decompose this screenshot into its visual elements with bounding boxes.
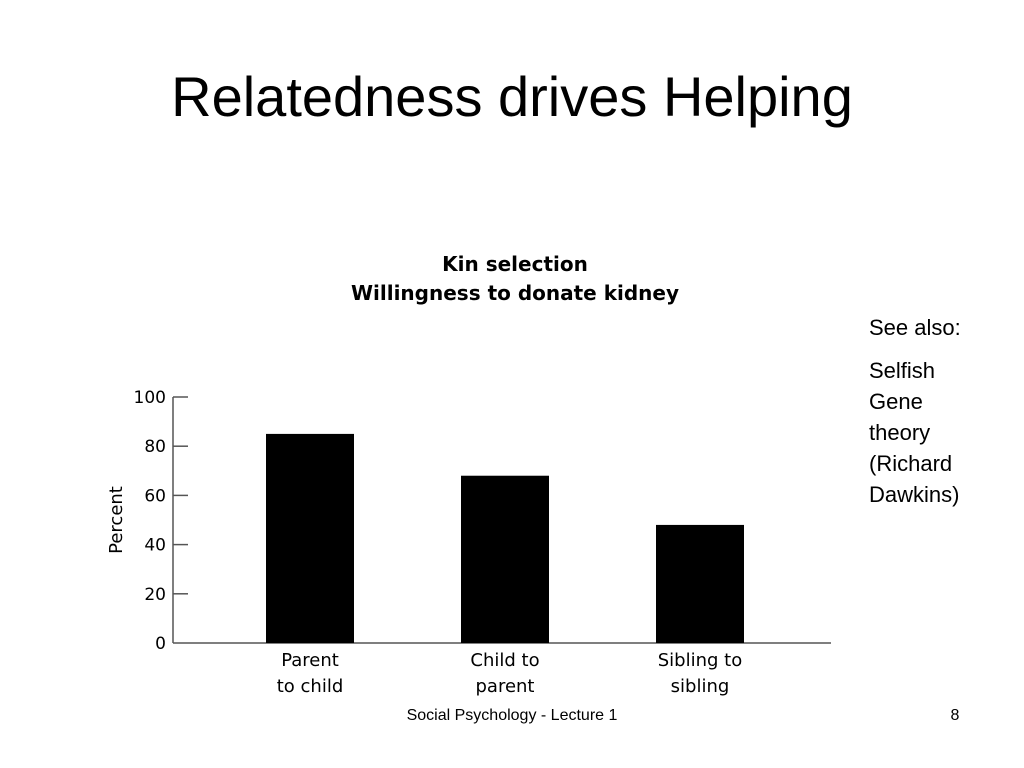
x-category-label: to child [277, 676, 344, 697]
see-also-line: Selfish [869, 358, 936, 383]
category-labels: Parent to child Child to parent Sibling to si… [277, 650, 743, 697]
y-ticks: 0 20 40 60 80 100 [134, 388, 188, 654]
bar [461, 475, 549, 643]
slide-title: Relatedness drives Helping [171, 65, 853, 128]
x-category-label: Sibling to [658, 650, 742, 671]
see-also-line: Gene [869, 389, 923, 414]
x-category-label: Parent [281, 650, 339, 671]
x-category-label: sibling [671, 676, 730, 697]
y-tick-label: 60 [144, 486, 166, 506]
y-tick-label: 100 [134, 388, 166, 408]
see-also-line: theory [869, 420, 931, 445]
bar [266, 433, 354, 643]
chart-title: Kin selection Willingness to donate kidn… [300, 250, 730, 308]
chart-title-line1: Kin selection [442, 252, 588, 276]
y-tick-label: 40 [144, 536, 166, 556]
page-number: 8 [950, 707, 960, 724]
footer-text: Social Psychology - Lecture 1 [406, 707, 618, 724]
bar [656, 524, 744, 643]
see-also-note: See also: Selfish Gene theory (Richard D… [869, 312, 961, 510]
y-tick-label: 20 [144, 585, 166, 605]
y-tick-label: 80 [144, 437, 166, 457]
see-also-line: Dawkins) [869, 482, 960, 507]
y-axis-label: Percent [106, 486, 127, 554]
chart-title-line2: Willingness to donate kidney [350, 281, 680, 305]
bars [266, 433, 744, 643]
x-category-label: Child to [470, 650, 539, 671]
y-tick-label: 0 [155, 634, 166, 654]
x-category-label: parent [475, 676, 534, 697]
see-also-heading: See also: [869, 315, 961, 340]
see-also-line: (Richard [869, 451, 953, 476]
